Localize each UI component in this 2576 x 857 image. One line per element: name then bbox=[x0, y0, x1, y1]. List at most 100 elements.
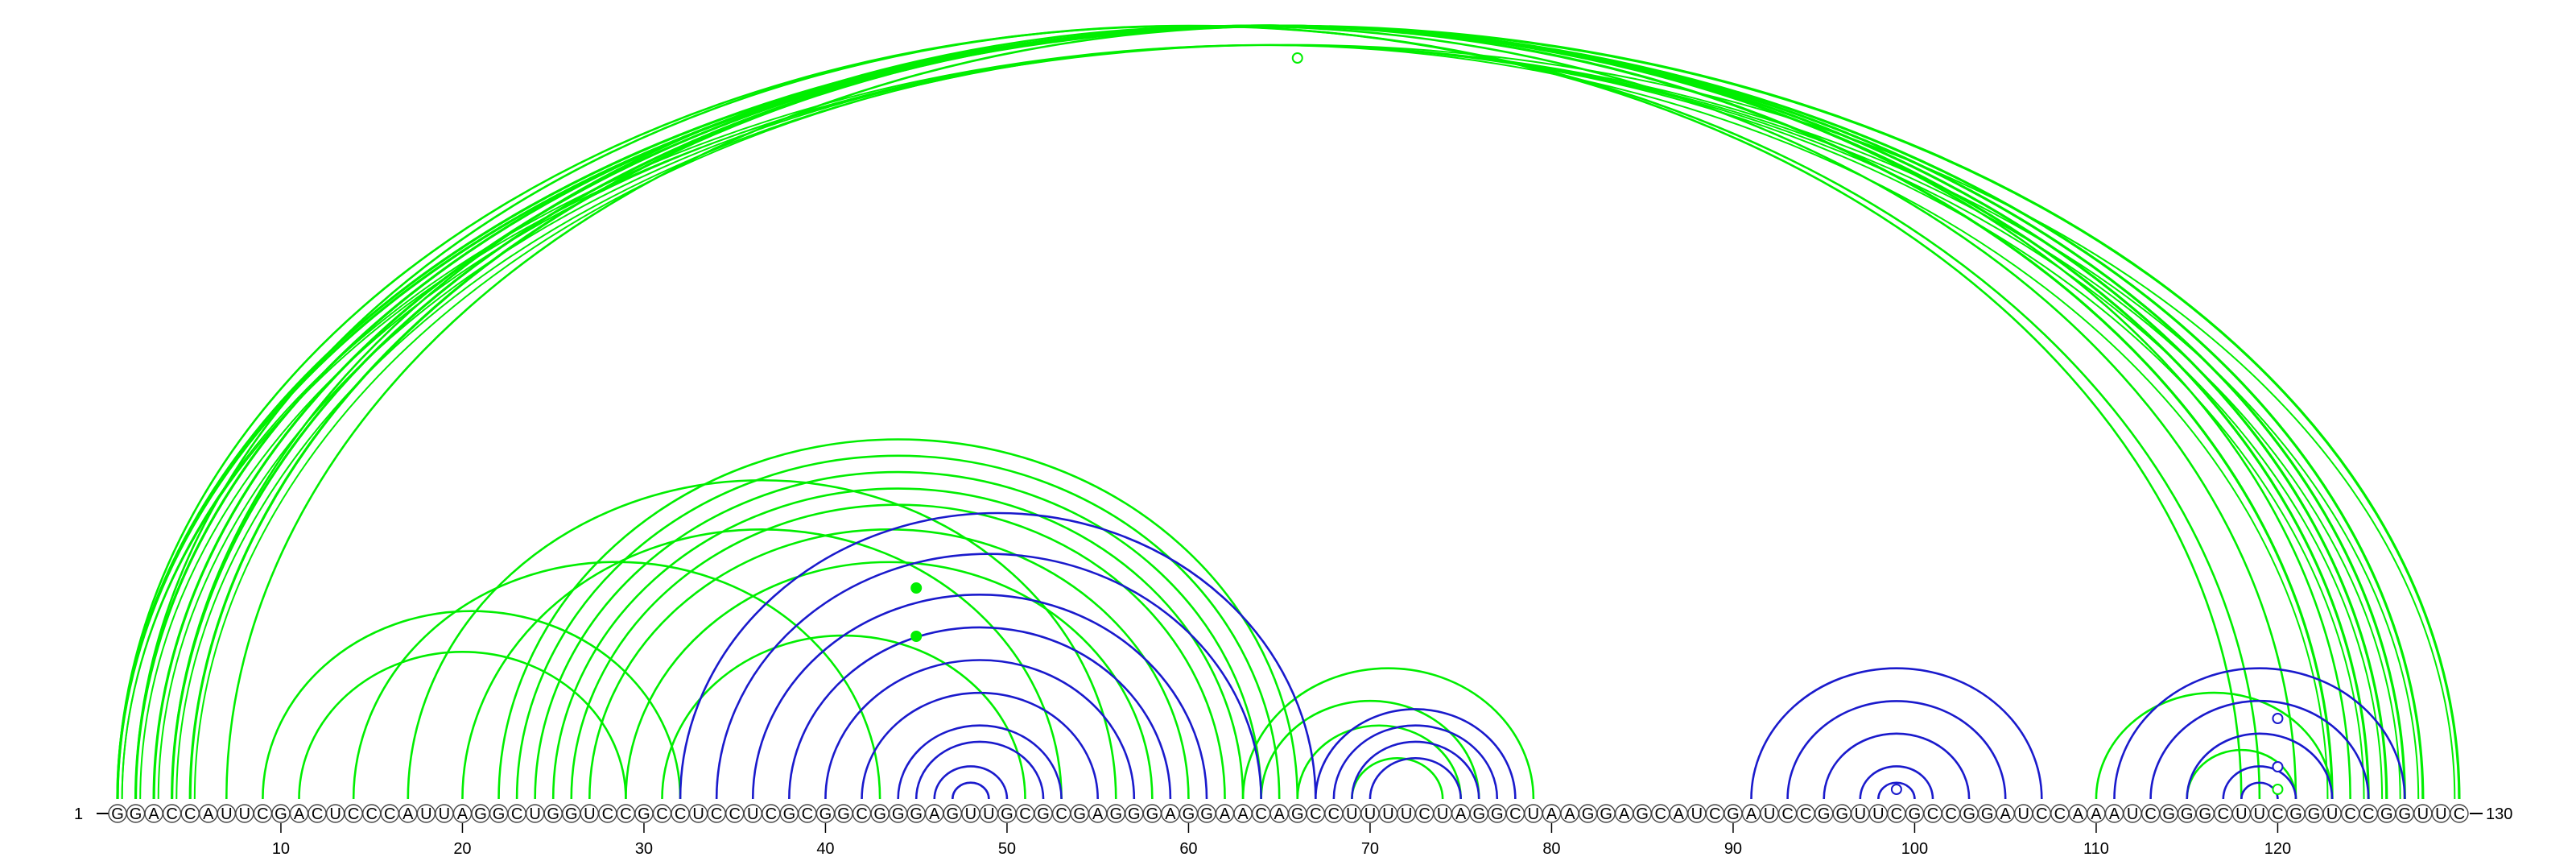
end-index-label: 130 bbox=[2486, 805, 2512, 823]
nucleotide: G bbox=[2377, 804, 2396, 823]
nucleotide: U bbox=[1524, 804, 1543, 823]
nucleotide: U bbox=[2322, 804, 2342, 823]
nucleotide-letter: C bbox=[1709, 805, 1720, 823]
nucleotide-letter: C bbox=[1781, 805, 1793, 823]
nucleotide-letter: G bbox=[819, 805, 832, 823]
nucleotide-letter: C bbox=[2036, 805, 2047, 823]
nucleotide-letter: G bbox=[1727, 805, 1740, 823]
nucleotide: A bbox=[398, 804, 418, 823]
nucleotide: G bbox=[126, 804, 146, 823]
nucleotide: U bbox=[435, 804, 454, 823]
nucleotide-letter: G bbox=[1073, 805, 1086, 823]
pair-arc bbox=[118, 26, 2423, 799]
pair-arc bbox=[788, 626, 1172, 800]
nucleotide-letter: A bbox=[1619, 805, 1630, 823]
nucleotide: U bbox=[979, 804, 999, 823]
nucleotide-letter: C bbox=[856, 805, 867, 823]
nucleotide: A bbox=[925, 804, 944, 823]
nucleotide-letter: A bbox=[203, 805, 214, 823]
pair-arc bbox=[122, 45, 2419, 799]
nucleotide-letter: G bbox=[130, 805, 142, 823]
pair-arc bbox=[1315, 708, 1517, 800]
nucleotide: U bbox=[2250, 804, 2269, 823]
nucleotide: A bbox=[199, 804, 218, 823]
nucleotide: G bbox=[943, 804, 963, 823]
nucleotide: C bbox=[1015, 804, 1035, 823]
nucleotide: G bbox=[1034, 804, 1053, 823]
nucleotide-letter: G bbox=[892, 805, 905, 823]
nucleotide-letter: G bbox=[1128, 805, 1141, 823]
nucleotide: A bbox=[2068, 804, 2088, 823]
nucleotide: G bbox=[634, 804, 654, 823]
nucleotide: A bbox=[1741, 804, 1761, 823]
nucleotide: G bbox=[779, 804, 799, 823]
nucleotide: U bbox=[525, 804, 545, 823]
nucleotide-letter: C bbox=[729, 805, 740, 823]
nucleotide: C bbox=[1941, 804, 1961, 823]
nucleotide-letter: U bbox=[1855, 805, 1866, 823]
nucleotide-letter: G bbox=[493, 805, 506, 823]
pair-arc bbox=[2186, 732, 2334, 800]
nucleotide-letter: C bbox=[675, 805, 686, 823]
nucleotide-letter: U bbox=[965, 805, 976, 823]
nucleotide-letter: A bbox=[1274, 805, 1286, 823]
nucleotide-letter: C bbox=[766, 805, 777, 823]
nucleotide: C bbox=[308, 804, 327, 823]
tick-label: 40 bbox=[816, 840, 834, 857]
nucleotide: C bbox=[616, 804, 636, 823]
nucleotide: U bbox=[416, 804, 436, 823]
nucleotide-letter: U bbox=[747, 805, 758, 823]
nucleotide-letter: C bbox=[2145, 805, 2156, 823]
nucleotide-circle bbox=[2450, 804, 2469, 823]
nucleotide-letter: C bbox=[1055, 805, 1067, 823]
nucleotide: G bbox=[815, 804, 836, 823]
pair-arc bbox=[1351, 757, 1444, 800]
pair-arc bbox=[679, 511, 1317, 800]
nucleotide: C bbox=[362, 804, 382, 823]
nucleotide-letter: A bbox=[2091, 805, 2102, 823]
nucleotide-letter: C bbox=[656, 805, 667, 823]
nucleotide: G bbox=[1197, 804, 1216, 823]
nucleotide: U bbox=[1687, 804, 1707, 823]
nucleotide: G bbox=[1578, 804, 1598, 823]
nucleotide: C bbox=[1505, 804, 1525, 823]
nucleotide-letter: G bbox=[1109, 805, 1122, 823]
nucleotide: C bbox=[1796, 804, 1815, 823]
nucleotide: A bbox=[2087, 804, 2106, 823]
pair-arc bbox=[140, 45, 2400, 799]
nucleotide: C bbox=[725, 804, 745, 823]
nucleotide-letter: C bbox=[1418, 805, 1430, 823]
nucleotide-letter: A bbox=[1546, 805, 1558, 823]
nucleotide-letter: U bbox=[2127, 805, 2138, 823]
pair-arc bbox=[152, 24, 2388, 800]
nucleotide-letter: A bbox=[929, 805, 940, 823]
nucleotide-letter: G bbox=[1818, 805, 1831, 823]
nucleotide-letter: G bbox=[1981, 805, 1994, 823]
tick-label: 30 bbox=[635, 840, 653, 857]
nucleotide-letter: C bbox=[1328, 805, 1340, 823]
nucleotide: G bbox=[2286, 804, 2306, 823]
start-index-label: 1 bbox=[74, 805, 83, 823]
nucleotide-letter: C bbox=[602, 805, 613, 823]
pair-arc bbox=[461, 528, 1063, 800]
pair-arc bbox=[176, 45, 2363, 799]
nucleotide-letter: C bbox=[1945, 805, 1956, 823]
pair-arc bbox=[515, 454, 1281, 800]
nucleotide-letter: A bbox=[1092, 805, 1104, 823]
tick-label: 80 bbox=[1542, 840, 1560, 857]
nucleotide: A bbox=[1088, 804, 1108, 823]
nucleotide: C bbox=[2032, 804, 2052, 823]
nucleotide: U bbox=[1760, 804, 1779, 823]
nucleotide-letter: G bbox=[565, 805, 578, 823]
nucleotide: A bbox=[1614, 804, 1634, 823]
nucleotide: G bbox=[1832, 804, 1852, 823]
nucleotide-letter: C bbox=[620, 805, 631, 823]
nucleotide-letter: G bbox=[2308, 805, 2321, 823]
nucleotide-letter: G bbox=[275, 805, 287, 823]
pair-arc bbox=[497, 438, 1299, 800]
nucleotide: G bbox=[1142, 804, 1162, 823]
nucleotide-letter: G bbox=[2380, 805, 2393, 823]
nucleotide: G bbox=[2177, 804, 2197, 823]
